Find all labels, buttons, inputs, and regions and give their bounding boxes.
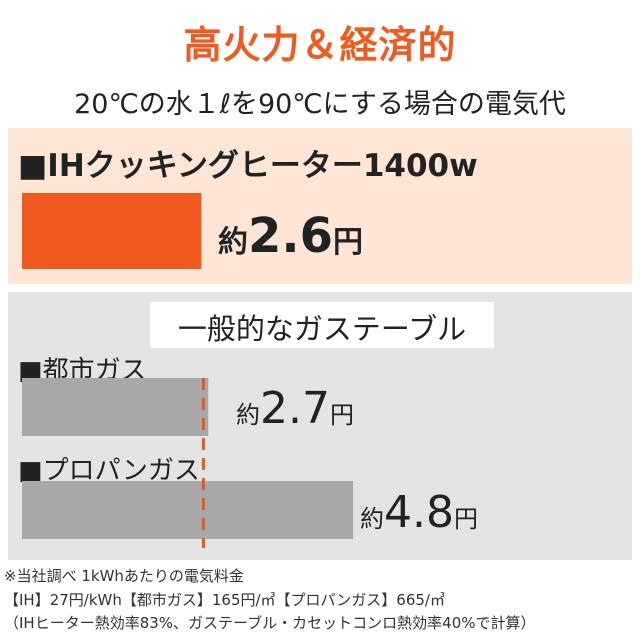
bar-propane-gas	[22, 481, 354, 539]
ih-value-unit: 円	[333, 225, 364, 260]
gas-heading-box	[150, 302, 494, 348]
propane-gas-value-number: 4.8	[384, 487, 454, 538]
note-line-1: ※当社調べ 1kWhあたりの電気料金	[4, 567, 244, 585]
ih-value-label: 約2.6円	[218, 208, 363, 264]
propane-gas-value-prefix: 約	[360, 505, 384, 533]
page-title: 高火力＆経済的	[183, 23, 457, 67]
city-gas-value-number: 2.7	[260, 383, 330, 434]
propane-gas-value-label: 約4.8円	[360, 487, 478, 538]
note-line-3: （IHヒーター熱効率83%、ガステーブル・カセットコンロ熱効率40%で計算）	[4, 614, 536, 632]
city-gas-value-unit: 円	[329, 401, 354, 429]
ih-category-label: ■IHクッキングヒーター1400w	[18, 148, 478, 184]
city-gas-value-prefix: 約	[236, 401, 260, 429]
note-line-2: 【IH】27円/kWh【都市ガス】165円/㎥【プロパンガス】665/㎥	[4, 591, 445, 609]
ih-value-prefix: 約	[218, 225, 248, 260]
gas-heading: 一般的なガステーブル	[177, 312, 467, 346]
bar-ih	[22, 193, 202, 269]
propane-gas-value-unit: 円	[453, 505, 478, 533]
city-gas-value-label: 約2.7円	[236, 383, 354, 434]
page-subtitle: 20℃の水１ℓを90℃にする場合の電気代	[74, 89, 566, 120]
bar-city-gas	[22, 378, 209, 436]
ih-value-number: 2.6	[248, 208, 334, 264]
